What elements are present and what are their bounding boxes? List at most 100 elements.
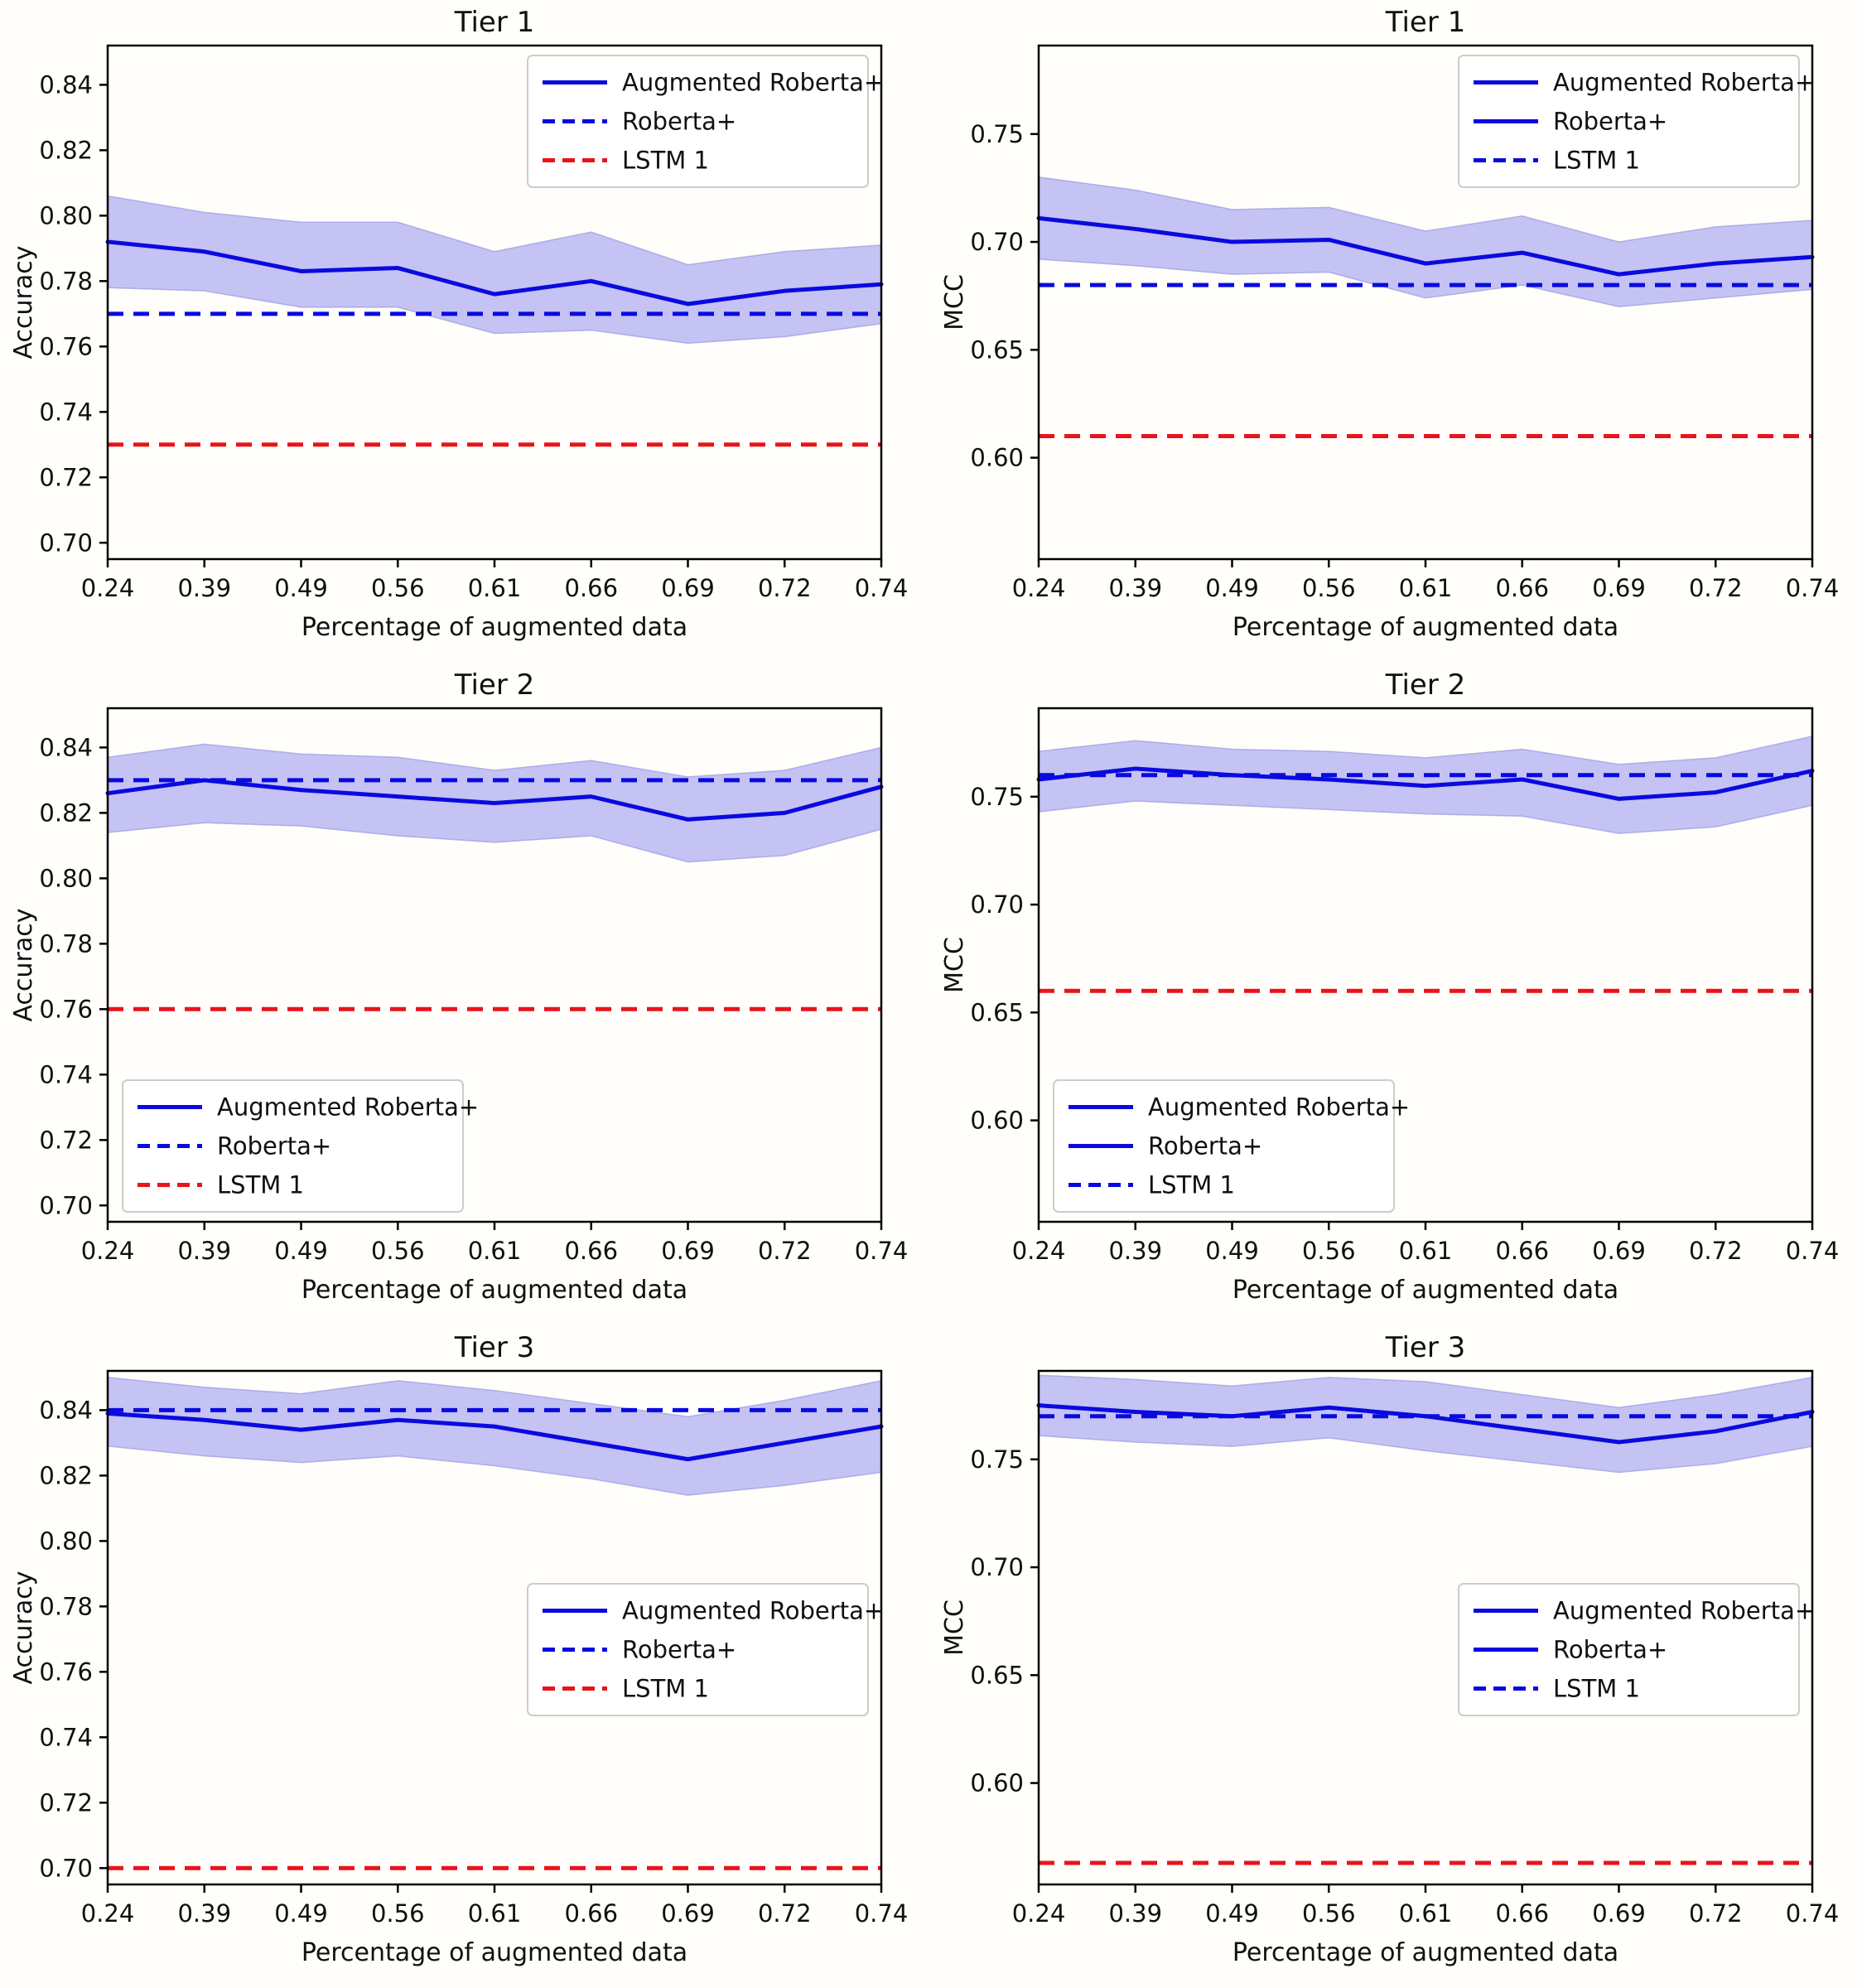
y-tick-label: 0.70: [39, 1191, 93, 1219]
confidence-band: [107, 1377, 882, 1496]
x-tick-label: 0.24: [81, 1899, 135, 1928]
x-tick-label: 0.74: [855, 574, 909, 602]
x-tick-label: 0.39: [177, 1237, 231, 1265]
y-tick-label: 0.72: [39, 1788, 93, 1817]
legend: Augmented Roberta+ Roberta+ LSTM 1: [1458, 55, 1815, 188]
y-tick-label: 0.72: [39, 1126, 93, 1154]
y-axis-label: Accuracy: [9, 246, 38, 359]
legend: Augmented Roberta+ Roberta+ LSTM 1: [1053, 1079, 1410, 1213]
panel-tier2-mcc: 0.60 0.65 0.70 0.75 0.24 0.39 0.49 0.56 0.61 0.66…: [931, 663, 1862, 1325]
legend: Augmented Roberta+ Roberta+ LSTM 1: [122, 1079, 479, 1213]
legend-box: [527, 55, 869, 188]
y-tick-label: 0.80: [39, 864, 93, 892]
x-tick-label: 0.56: [1302, 1899, 1356, 1928]
y-axis-label: Accuracy: [9, 1571, 38, 1685]
legend-box: [1053, 1079, 1395, 1213]
legend-label: Augmented Roberta+: [1148, 1093, 1410, 1122]
x-tick-label: 0.61: [1399, 1237, 1453, 1265]
legend-box: [1458, 1583, 1800, 1716]
y-tick-label: 0.65: [970, 998, 1024, 1026]
x-tick-label: 0.72: [758, 1237, 812, 1265]
legend-box: [527, 1583, 869, 1716]
y-axis-label: MCC: [940, 274, 969, 331]
legend-label: LSTM 1: [1148, 1171, 1235, 1199]
legend-label: Augmented Roberta+: [622, 69, 884, 97]
x-tick-label: 0.69: [1592, 1899, 1646, 1928]
y-tick-label: 0.82: [39, 1461, 93, 1489]
x-tick-label: 0.74: [1786, 574, 1840, 602]
y-axis-label: MCC: [940, 1600, 969, 1656]
x-tick-label: 0.66: [564, 574, 618, 602]
chart-tier3-mcc: 0.60 0.65 0.70 0.75 0.24 0.39 0.49 0.56 0.61 0.66…: [940, 1331, 1839, 1967]
x-axis-label: Percentage of augmented data: [301, 1276, 687, 1305]
x-tick-label: 0.24: [1012, 1237, 1066, 1265]
x-tick-label: 0.69: [1592, 1237, 1646, 1265]
x-tick-label: 0.61: [468, 1237, 522, 1265]
y-tick-label: 0.74: [39, 1723, 93, 1751]
x-tick-label: 0.24: [1012, 1899, 1066, 1928]
x-tick-label: 0.56: [371, 1899, 425, 1928]
chart-title: Tier 3: [454, 1331, 535, 1364]
x-tick-label: 0.66: [564, 1237, 618, 1265]
legend-label: Roberta+: [1553, 108, 1667, 136]
augmented-line: [105, 778, 884, 822]
x-tick-label: 0.24: [81, 1237, 135, 1265]
legend-label: Roberta+: [217, 1132, 331, 1160]
x-tick-label: 0.66: [564, 1899, 618, 1928]
y-tick-label: 0.82: [39, 799, 93, 827]
x-tick-label: 0.56: [1302, 574, 1356, 602]
panel-tier1-mcc: 0.60 0.65 0.70 0.75 0.24 0.39 0.49 0.56 0.61 0.66…: [931, 0, 1862, 663]
x-tick-label: 0.69: [661, 1237, 715, 1265]
chart-tier1-mcc: 0.60 0.65 0.70 0.75 0.24 0.39 0.49 0.56 0.61 0.66…: [940, 6, 1840, 642]
x-tick-label: 0.72: [758, 1899, 812, 1928]
legend-label: Augmented Roberta+: [217, 1093, 479, 1122]
x-axis-label: Percentage of augmented data: [1232, 1938, 1618, 1967]
x-axis-label: Percentage of augmented data: [301, 1938, 687, 1967]
y-tick-label: 0.78: [39, 1592, 93, 1620]
x-tick-label: 0.66: [1495, 1237, 1549, 1265]
x-tick-label: 0.72: [1689, 1237, 1743, 1265]
augmented-line: [105, 1411, 884, 1462]
x-axis-label: Percentage of augmented data: [1232, 1276, 1618, 1305]
x-tick-label: 0.56: [371, 574, 425, 602]
x-tick-label: 0.72: [758, 574, 812, 602]
y-tick-label: 0.70: [39, 528, 93, 557]
x-tick-label: 0.74: [855, 1237, 909, 1265]
panel-tier2-accuracy: 0.70 0.72 0.74 0.76 0.78 0.80 0.82 0.84 0.24 0.39…: [0, 663, 931, 1325]
y-tick-label: 0.70: [970, 890, 1024, 919]
panel-tier3-mcc: 0.60 0.65 0.70 0.75 0.24 0.39 0.49 0.56 0.61 0.66…: [931, 1325, 1862, 1988]
y-axis-label: MCC: [940, 937, 969, 993]
legend-box: [122, 1079, 464, 1213]
legend-label: LSTM 1: [1553, 1675, 1640, 1703]
y-tick-label: 0.60: [970, 444, 1024, 472]
y-tick-label: 0.70: [970, 1553, 1024, 1581]
confidence-band: [1038, 1374, 1813, 1474]
x-tick-label: 0.49: [1205, 1899, 1259, 1928]
y-tick-label: 0.74: [39, 398, 93, 426]
legend-label: Roberta+: [622, 1636, 736, 1664]
x-tick-label: 0.24: [81, 574, 135, 602]
legend-label: LSTM 1: [622, 1675, 709, 1703]
y-tick-label: 0.60: [970, 1107, 1024, 1135]
legend: Augmented Roberta+ Roberta+ LSTM 1: [527, 55, 884, 188]
y-tick-label: 0.70: [970, 228, 1024, 256]
legend-label: Roberta+: [622, 108, 736, 136]
x-tick-label: 0.56: [371, 1237, 425, 1265]
x-tick-label: 0.72: [1689, 574, 1743, 602]
y-tick-label: 0.84: [39, 733, 93, 761]
legend-label: LSTM 1: [622, 147, 709, 175]
y-tick-label: 0.76: [39, 995, 93, 1023]
legend: Augmented Roberta+ Roberta+ LSTM 1: [527, 1583, 884, 1716]
x-tick-label: 0.72: [1689, 1899, 1743, 1928]
legend-label: LSTM 1: [217, 1171, 304, 1199]
x-tick-label: 0.74: [855, 1899, 909, 1928]
y-tick-label: 0.75: [970, 1445, 1024, 1474]
y-tick-label: 0.76: [39, 1657, 93, 1686]
chart-tier1-accuracy: 0.70 0.72 0.74 0.76 0.78 0.80 0.82 0.84 0.24 0.39…: [9, 6, 909, 642]
y-tick-label: 0.75: [970, 783, 1024, 811]
panel-tier3-accuracy: 0.70 0.72 0.74 0.76 0.78 0.80 0.82 0.84 0.24 0.39…: [0, 1325, 931, 1988]
x-tick-label: 0.49: [1205, 574, 1259, 602]
x-tick-label: 0.39: [177, 574, 231, 602]
augmented-line: [105, 239, 884, 306]
